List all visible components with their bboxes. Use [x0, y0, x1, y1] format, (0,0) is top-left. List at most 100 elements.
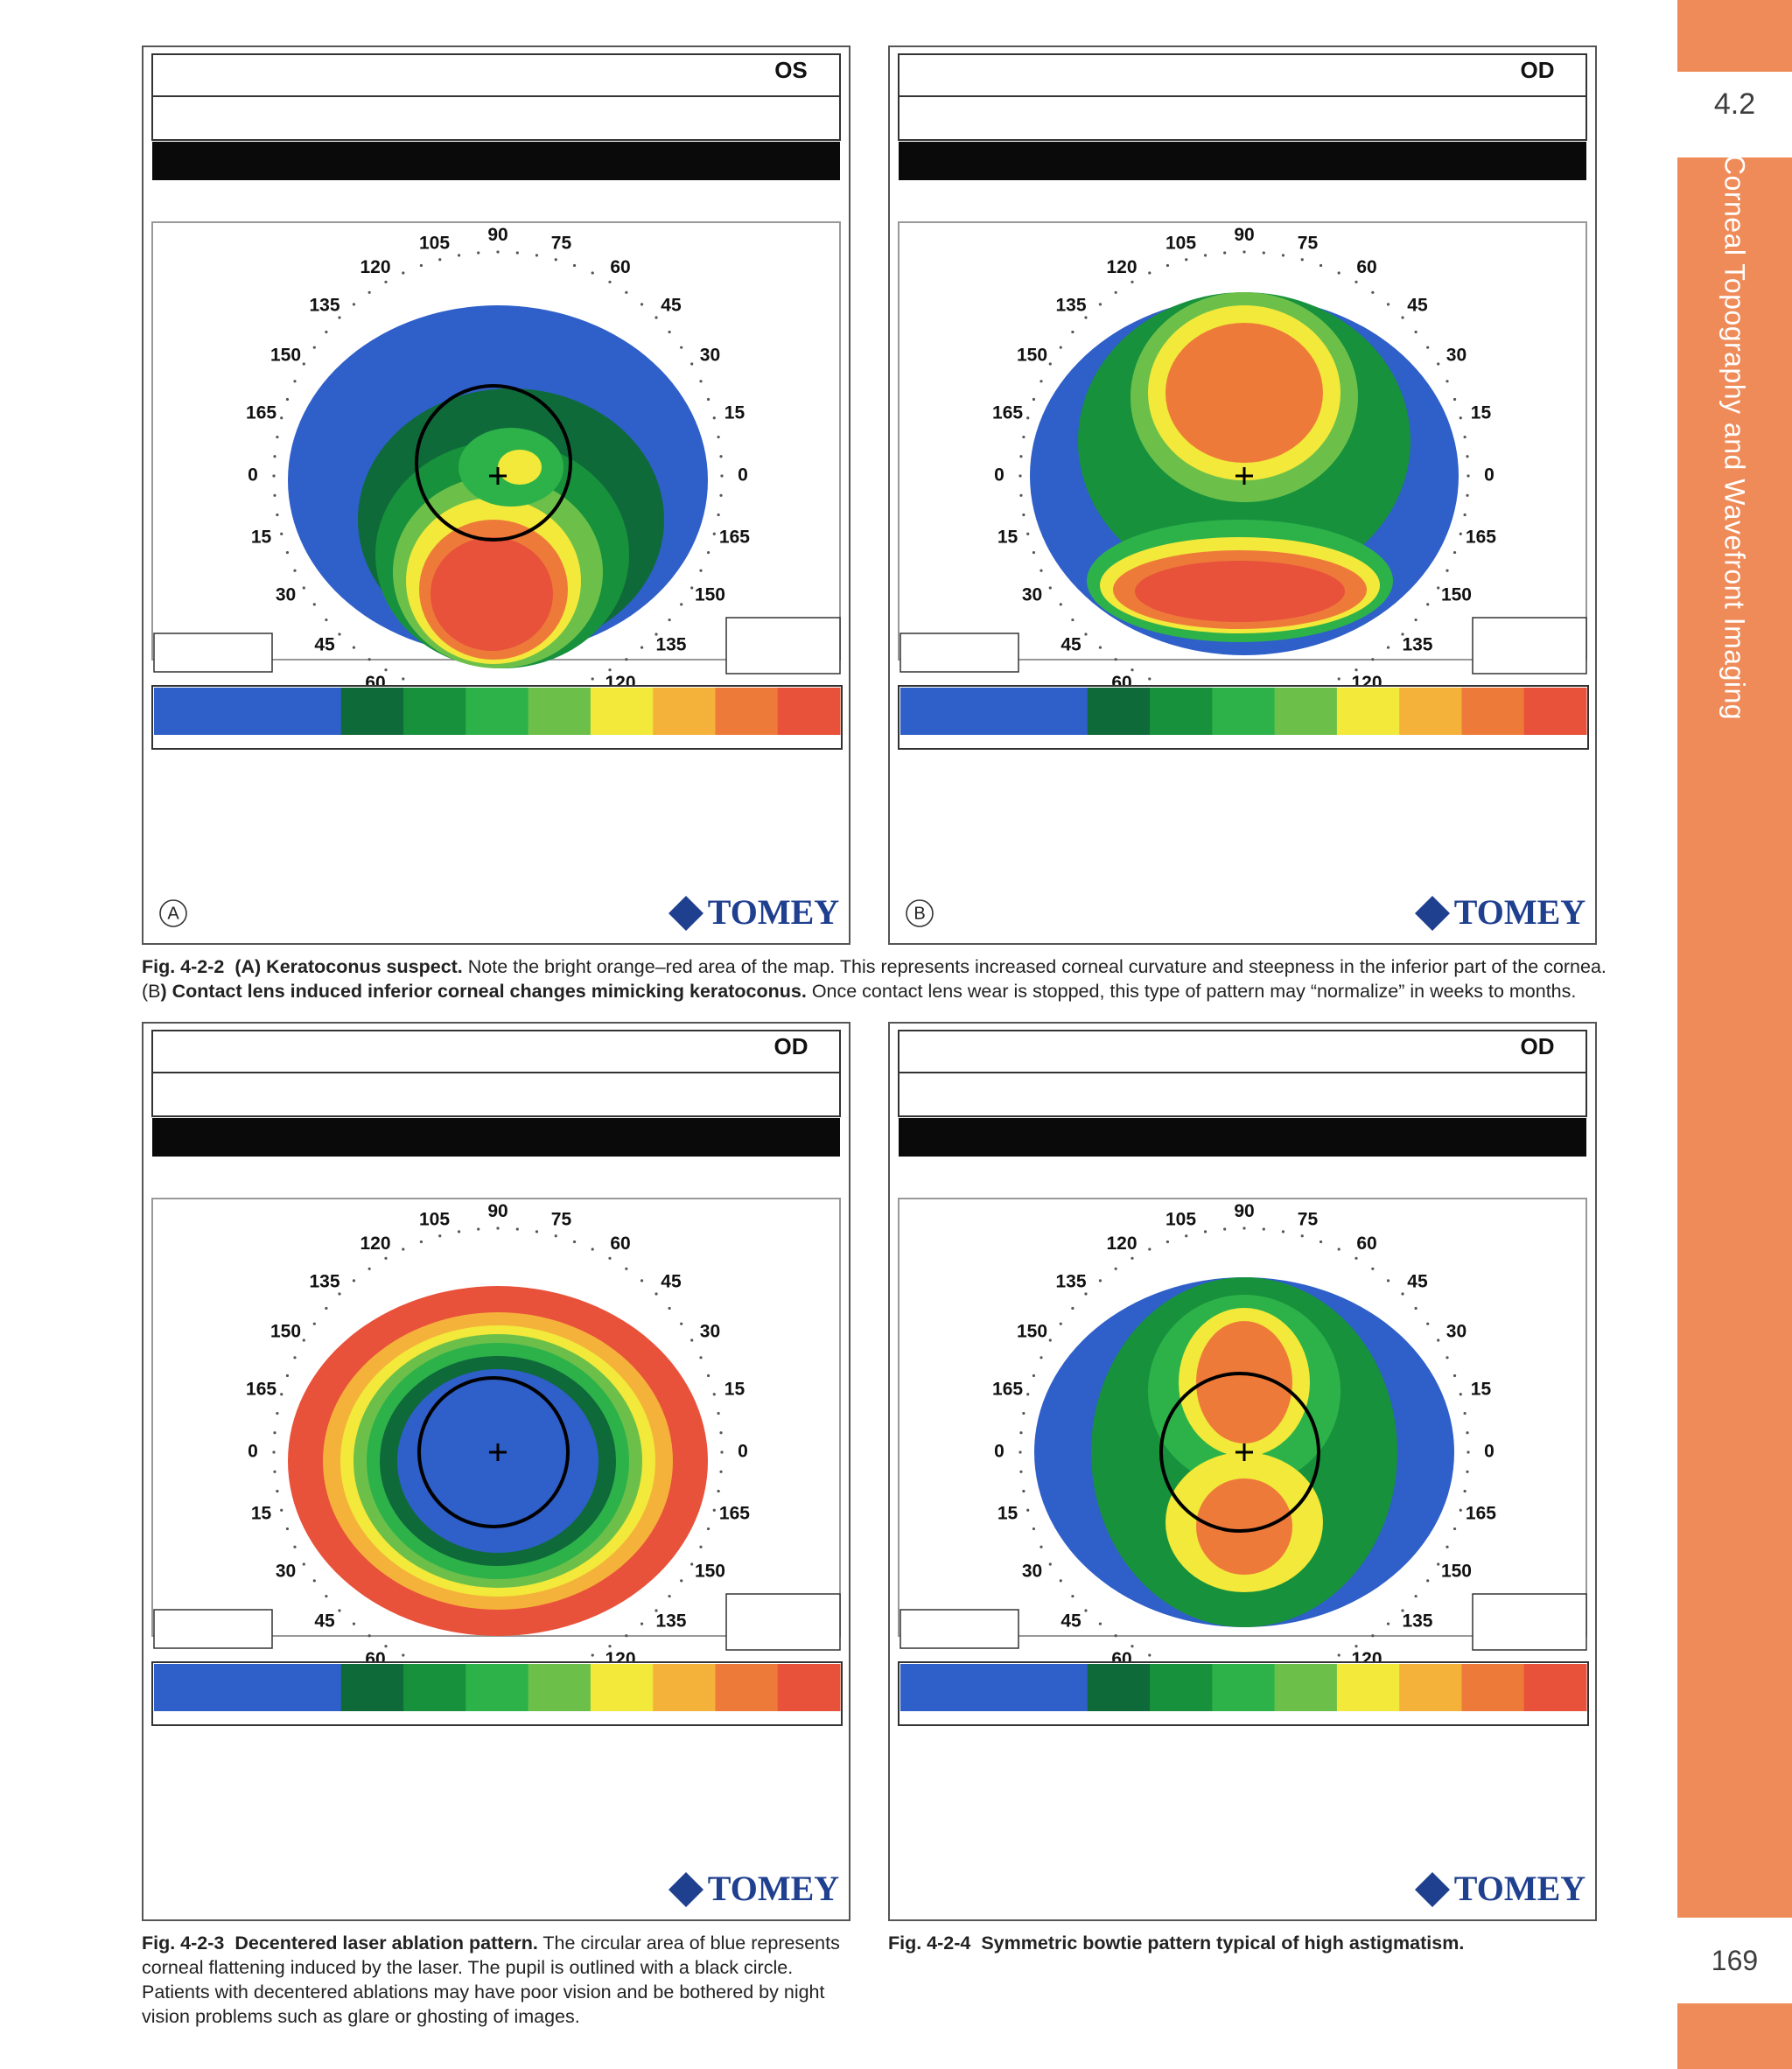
dial-tick [280, 416, 284, 420]
topography-panel-b: OD 105 90 75 120 60 135 45 150 30 165 15 0 0 15 165 30 15… [888, 45, 1597, 945]
dial-tick [640, 303, 644, 306]
dial-tick [515, 1227, 519, 1231]
dial-tick [1040, 380, 1043, 383]
dial-label: 105 [419, 1209, 450, 1229]
dial-label: 45 [661, 296, 682, 316]
dial-tick [1048, 586, 1052, 590]
dial-tick [1401, 1609, 1404, 1612]
dial-tick [690, 362, 694, 366]
color-scale-swatch [590, 688, 654, 735]
color-scale-swatch [340, 1664, 404, 1711]
dial-tick [717, 435, 720, 439]
color-scale-swatch [962, 1664, 1026, 1711]
color-scale-swatch [1274, 688, 1338, 735]
dial-label: 45 [314, 1611, 335, 1632]
color-scale-swatch [1087, 1664, 1151, 1711]
dial-tick [654, 1609, 658, 1612]
dial-tick [1414, 1306, 1418, 1311]
dial-tick [719, 455, 723, 458]
dial-label: 0 [248, 1442, 258, 1462]
exam-header-box [898, 1072, 1587, 1117]
color-scale-swatch [154, 688, 217, 735]
dial-tick [720, 1450, 724, 1454]
dial-label: 90 [1234, 225, 1254, 245]
dial-tick [1084, 633, 1088, 636]
color-scale-swatch [216, 688, 280, 735]
dial-tick [1040, 1356, 1043, 1360]
color-scale-swatch [154, 1664, 217, 1711]
dial-tick [438, 258, 442, 262]
dial-tick [720, 474, 724, 478]
patient-header-box [898, 1030, 1587, 1073]
patient-header-box [151, 53, 841, 97]
dial-label: 60 [610, 257, 630, 277]
section-number-box [1677, 72, 1792, 157]
dial-tick [477, 1227, 480, 1231]
dial-tick [496, 250, 500, 254]
dial-tick [1426, 346, 1430, 349]
dial-label: 150 [1441, 585, 1472, 605]
dial-tick [1059, 603, 1062, 606]
dial-tick [1032, 397, 1036, 402]
patient-header-box [151, 1030, 841, 1073]
dial-label: 30 [276, 1562, 296, 1582]
dial-tick [312, 1322, 316, 1325]
pupil-offset-box [900, 1609, 1019, 1649]
dial-tick [384, 668, 388, 672]
dial-tick [496, 1227, 500, 1230]
dial-tick [1386, 646, 1390, 649]
dial-tick [1071, 1306, 1074, 1311]
dial-label: 30 [700, 345, 720, 365]
dial-label: 135 [1402, 635, 1432, 655]
dial-tick [293, 1356, 297, 1360]
dial-tick [1371, 1634, 1375, 1638]
page-number-box [1677, 1918, 1792, 2003]
dial-tick [384, 280, 388, 283]
dial-tick [1463, 513, 1466, 517]
dial-tick [1223, 1227, 1227, 1231]
dial-tick [352, 303, 356, 306]
dial-label: 0 [738, 465, 748, 486]
dial-tick [1130, 1645, 1134, 1648]
dial-tick [640, 646, 644, 649]
color-scale-swatch [653, 1664, 716, 1711]
dial-tick [1401, 316, 1404, 319]
dial-label: 45 [1060, 635, 1082, 655]
color-scale-swatch [715, 1664, 779, 1711]
dial-tick [719, 493, 723, 497]
dial-tick [572, 263, 577, 268]
dial-tick [272, 474, 276, 478]
dial-tick [1319, 263, 1323, 268]
dial-tick [1437, 362, 1440, 366]
exam-header-box [151, 1072, 841, 1117]
dial-tick [1040, 1545, 1043, 1548]
tomey-logo-icon [1415, 896, 1450, 931]
dial-tick [302, 1562, 305, 1566]
color-scale-swatch [1461, 688, 1525, 735]
section-number: 4.2 [1713, 87, 1756, 121]
dial-tick [1414, 618, 1418, 622]
dial-tick [285, 1374, 290, 1378]
dial-label: 30 [1022, 585, 1042, 605]
dial-tick [608, 1645, 612, 1648]
dial-tick [1463, 1489, 1466, 1493]
dial-tick [1300, 258, 1304, 262]
dial-tick [402, 1653, 405, 1657]
dial-tick [1446, 1356, 1449, 1360]
caption-label: Fig. 4-2-3 [142, 1933, 225, 1954]
topography-panel-c: OD 105 90 75 120 60 135 45 150 30 165 15 0 0 15 165 30 15… [142, 1022, 850, 1921]
color-scale-swatch [590, 1664, 654, 1711]
dial-tick [535, 254, 539, 257]
tomey-logo: TOMEY [668, 1869, 839, 1908]
dial-tick [325, 330, 328, 334]
dial-tick [1337, 677, 1340, 681]
color-scale-swatch [403, 1664, 466, 1711]
dial-label: 165 [246, 403, 276, 423]
dial-label: 15 [724, 1380, 746, 1400]
panel-letter: B [914, 904, 925, 923]
dial-label: 150 [695, 1562, 725, 1582]
dial-tick [680, 346, 683, 349]
dial-tick [276, 1489, 279, 1493]
dial-tick [293, 1545, 297, 1548]
